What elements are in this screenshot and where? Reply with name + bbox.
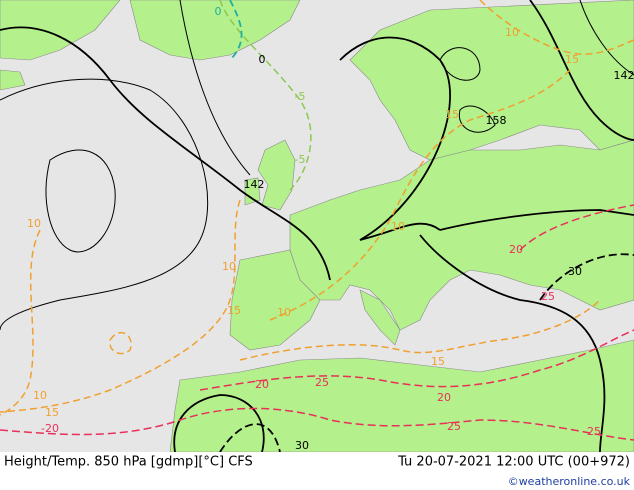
contour-label: 10 <box>27 217 41 230</box>
temp-contour <box>229 0 243 61</box>
height-contour <box>179 0 251 176</box>
contour-label: 10 <box>33 389 47 402</box>
temp-contour <box>269 69 571 321</box>
contour-label: 25 <box>447 420 461 433</box>
contour-label: 10 <box>391 220 405 233</box>
contour-label: 20 <box>255 378 269 391</box>
contour-label: 142 <box>244 178 265 191</box>
temp-contour <box>0 407 634 441</box>
map-title: Height/Temp. 850 hPa [gdmp][°C] CFS <box>4 455 253 470</box>
contours <box>0 0 634 453</box>
contour-label: -5 <box>295 90 306 103</box>
contour-label: -20 <box>41 422 59 435</box>
temp-contour <box>109 331 132 355</box>
contour-label: 15 <box>565 53 579 66</box>
contour-label: 142 <box>614 69 634 82</box>
valid-time: Tu 20-07-2021 12:00 UTC (00+972) <box>397 455 630 470</box>
contour-label: 15 <box>45 406 59 419</box>
temp-contour <box>0 229 41 416</box>
temp-contour <box>519 204 634 251</box>
contour-label: 25 <box>541 290 555 303</box>
contour-label: 15 <box>227 304 241 317</box>
contour-label: 25 <box>587 425 601 438</box>
height-contour <box>439 209 634 231</box>
temp-contour <box>219 423 281 453</box>
credit: ©weatheronline.co.uk <box>508 475 631 488</box>
contour-label: 10 <box>222 260 236 273</box>
contour-label: 0 <box>215 5 222 18</box>
contour-label: 20 <box>509 243 523 256</box>
temp-contour <box>479 0 634 55</box>
contour-label: 10 <box>505 26 519 39</box>
contour-label: 30 <box>568 265 582 278</box>
height-contour <box>439 47 481 81</box>
height-contour <box>339 36 451 241</box>
height-contour <box>0 26 331 281</box>
height-contour <box>419 234 606 453</box>
contour-labels: 0 0 -5 -5 142 142 158 10 15 15 10 10 15 10 10 20 25 30 15 2… <box>27 5 634 452</box>
contour-label: 15 <box>431 355 445 368</box>
temp-contour <box>0 199 241 413</box>
contour-label: 158 <box>486 114 507 127</box>
contour-label: 25 <box>315 376 329 389</box>
temp-contour <box>539 253 634 301</box>
height-contour <box>0 78 209 331</box>
contour-label: 30 <box>295 439 309 452</box>
temp-contour <box>239 299 601 361</box>
height-contour <box>45 149 116 253</box>
height-contour <box>529 0 634 141</box>
contour-label: 10 <box>277 306 291 319</box>
land <box>0 0 634 453</box>
footer <box>0 452 634 490</box>
contour-label: 20 <box>437 391 451 404</box>
contour-label: -5 <box>295 153 306 166</box>
contour-label: 15 <box>445 108 459 121</box>
contour-label: 0 <box>259 53 266 66</box>
height-contour <box>579 0 634 76</box>
